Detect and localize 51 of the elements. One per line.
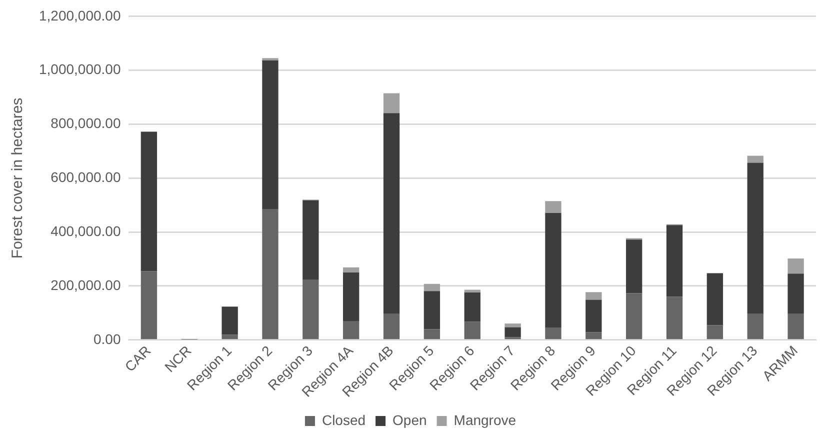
bar bbox=[383, 313, 400, 340]
y-tick-label: 1,000,000.00 bbox=[38, 61, 121, 78]
bar bbox=[747, 162, 764, 314]
bar bbox=[140, 132, 158, 272]
bar bbox=[343, 321, 360, 340]
bar bbox=[383, 113, 400, 314]
bar bbox=[545, 201, 562, 214]
bar bbox=[545, 213, 562, 328]
bar bbox=[706, 325, 724, 340]
bar bbox=[747, 156, 764, 163]
bar bbox=[424, 284, 440, 292]
bar bbox=[504, 323, 521, 328]
bar bbox=[706, 273, 724, 326]
bar bbox=[262, 209, 278, 340]
y-tick-label: 0.00 bbox=[93, 330, 121, 347]
bar bbox=[626, 240, 642, 294]
legend-label: Mangrove bbox=[454, 412, 516, 428]
bar bbox=[302, 200, 319, 280]
y-tick-label: 1,200,000.00 bbox=[38, 7, 121, 24]
bar bbox=[140, 271, 158, 340]
bar bbox=[424, 329, 440, 340]
bar bbox=[343, 267, 360, 272]
bar bbox=[464, 290, 480, 292]
legend-label: Closed bbox=[322, 412, 366, 428]
bar bbox=[586, 300, 602, 332]
bar bbox=[262, 60, 278, 210]
bar bbox=[586, 332, 602, 340]
bar bbox=[343, 272, 360, 322]
bar bbox=[788, 274, 804, 314]
bar bbox=[222, 306, 238, 335]
bar bbox=[464, 292, 480, 322]
bar bbox=[504, 327, 521, 338]
bar bbox=[788, 258, 804, 274]
bar bbox=[545, 328, 562, 340]
bar bbox=[666, 225, 683, 297]
bar bbox=[788, 313, 804, 340]
legend-label: Open bbox=[392, 412, 427, 428]
y-axis-title: Forest cover in hectares bbox=[9, 98, 26, 259]
bar bbox=[464, 322, 480, 340]
bar bbox=[586, 292, 602, 300]
bar bbox=[302, 280, 319, 340]
bar bbox=[747, 313, 764, 340]
bar bbox=[424, 291, 440, 330]
bar bbox=[222, 334, 238, 340]
y-tick-label: 200,000.00 bbox=[50, 276, 121, 293]
y-tick-label: 600,000.00 bbox=[50, 169, 121, 186]
bar bbox=[383, 93, 400, 114]
y-tick-label: 800,000.00 bbox=[50, 115, 121, 132]
bar bbox=[626, 293, 642, 340]
y-tick-label: 400,000.00 bbox=[50, 222, 121, 239]
bar bbox=[666, 296, 683, 340]
